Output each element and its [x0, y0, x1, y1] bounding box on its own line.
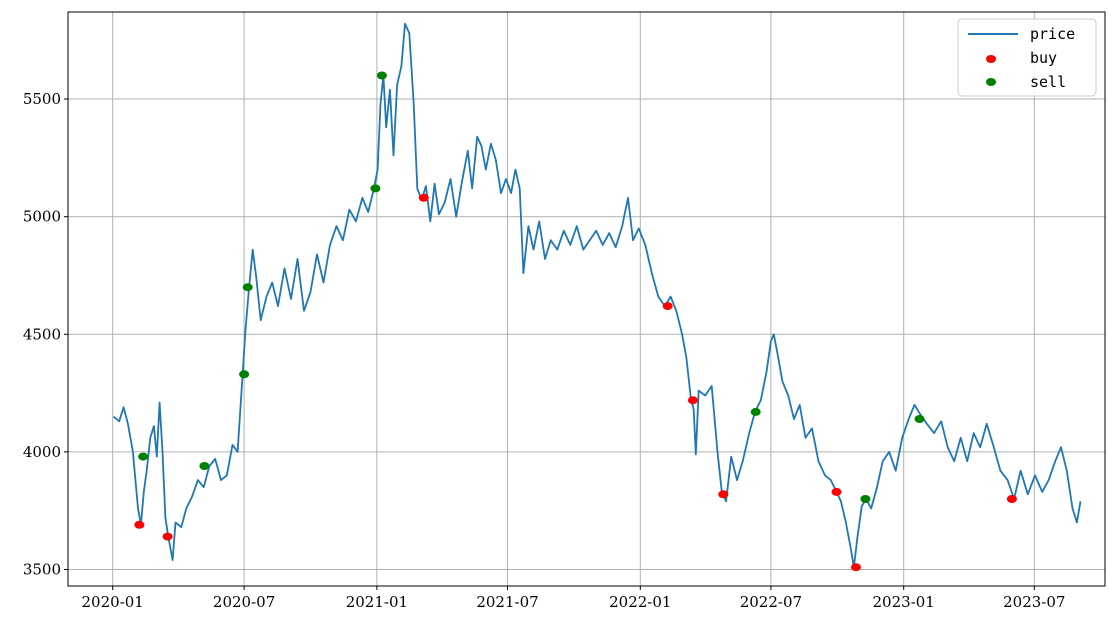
sell-marker [370, 184, 381, 193]
legend-label-price: price [1030, 25, 1075, 43]
legend-label-sell: sell [1030, 73, 1066, 91]
buy-marker [851, 563, 861, 572]
x-tick-label: 2021-07 [476, 593, 538, 611]
buy-marker [662, 302, 673, 311]
buy-marker [718, 490, 729, 499]
price-line [112, 22, 1082, 569]
sell-marker [860, 495, 871, 503]
buy-marker [418, 193, 429, 202]
x-tick-label: 2021-01 [346, 593, 408, 611]
x-tick-label: 2023-01 [873, 593, 935, 611]
buy-marker [134, 520, 145, 529]
sell-marker [199, 462, 210, 470]
x-tick-label: 2020-01 [82, 593, 144, 611]
legend-sell-swatch [986, 78, 996, 86]
legend: price buy sell [957, 18, 1097, 97]
plot-frame [67, 11, 1106, 587]
sell-marker [242, 283, 253, 292]
x-axis-ticks: 2020-01 2020-07 2021-01 2021-07 2022-01 2022-… [82, 586, 1065, 611]
sell-marker [750, 407, 761, 416]
legend-box [957, 18, 1097, 97]
trade-markers [134, 71, 1017, 572]
y-axis-ticks: 3500 4000 4500 5000 5500 [23, 90, 68, 579]
buy-marker [162, 532, 173, 541]
buy-marker [831, 487, 842, 496]
x-tick-label: 2022-01 [609, 593, 671, 611]
buy-marker [1006, 495, 1017, 503]
y-tick-label: 4000 [23, 443, 61, 461]
price-series [112, 22, 1082, 569]
legend-label-buy: buy [1030, 49, 1057, 67]
grid-lines [68, 12, 1105, 586]
sell-marker [376, 71, 387, 80]
y-tick-label: 4500 [23, 325, 61, 343]
y-tick-label: 3500 [23, 561, 61, 579]
y-tick-label: 5500 [23, 90, 61, 108]
buy-marker [687, 396, 698, 405]
legend-buy-swatch [986, 55, 996, 63]
sell-marker [138, 452, 149, 461]
x-tick-label: 2022-07 [740, 593, 802, 611]
x-tick-label: 2023-07 [1003, 593, 1065, 611]
y-tick-label: 5000 [23, 208, 61, 226]
sell-marker [239, 370, 250, 379]
x-tick-label: 2020-07 [213, 593, 275, 611]
sell-marker [914, 415, 925, 423]
